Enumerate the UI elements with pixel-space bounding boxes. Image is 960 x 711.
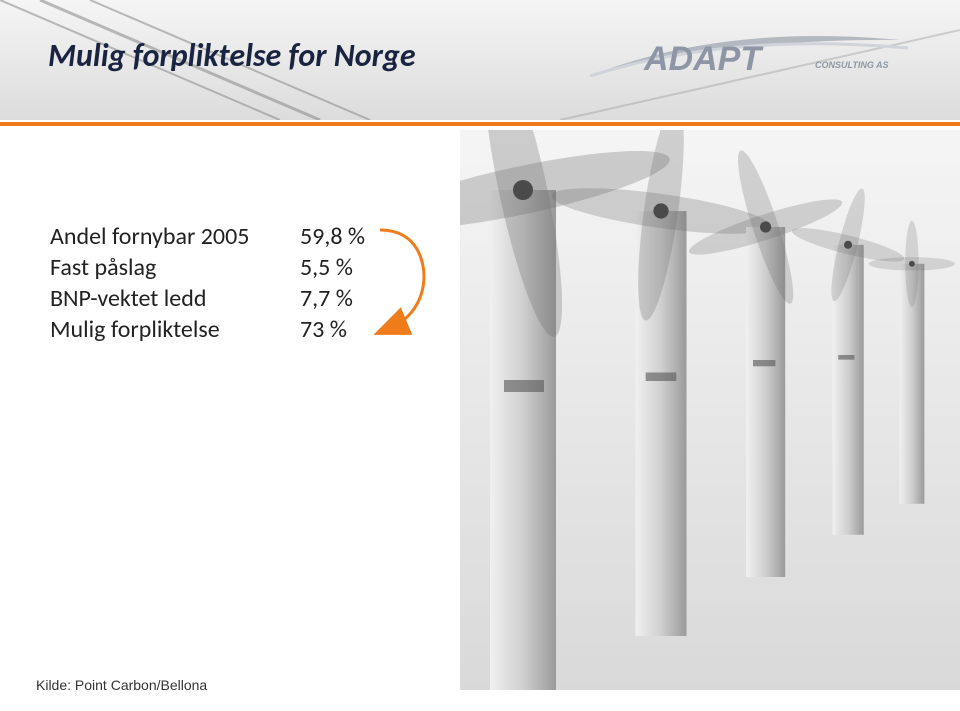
accent-bar xyxy=(0,122,960,126)
logo-sub-text: CONSULTING AS xyxy=(815,60,889,70)
table-row: Andel fornybar 2005 59,8 % xyxy=(50,222,500,251)
source-citation: Kilde: Point Carbon/Bellona xyxy=(36,677,207,693)
page-title: Mulig forpliktelse for Norge xyxy=(48,36,416,75)
row-value: 59,8 % xyxy=(300,222,390,251)
table-row: Mulig forpliktelse 73 % xyxy=(50,315,500,344)
background-turbines xyxy=(460,130,960,690)
slide: Mulig forpliktelse for Norge ADAPT CONSU… xyxy=(0,0,960,711)
adapt-logo: ADAPT CONSULTING AS xyxy=(590,30,910,90)
data-table: Andel fornybar 2005 59,8 % Fast påslag 5… xyxy=(50,222,500,346)
table-row: BNP-vektet ledd 7,7 % xyxy=(50,284,500,313)
row-label: Andel fornybar 2005 xyxy=(50,222,300,251)
row-label: Mulig forpliktelse xyxy=(50,315,300,344)
header-band: Mulig forpliktelse for Norge ADAPT CONSU… xyxy=(0,0,960,120)
row-label: Fast påslag xyxy=(50,253,300,282)
row-label: BNP-vektet ledd xyxy=(50,284,300,313)
row-value: 5,5 % xyxy=(300,253,390,282)
logo-main-text: ADAPT xyxy=(643,40,764,78)
table-row: Fast påslag 5,5 % xyxy=(50,253,500,282)
row-value: 73 % xyxy=(300,315,390,344)
row-value: 7,7 % xyxy=(300,284,390,313)
